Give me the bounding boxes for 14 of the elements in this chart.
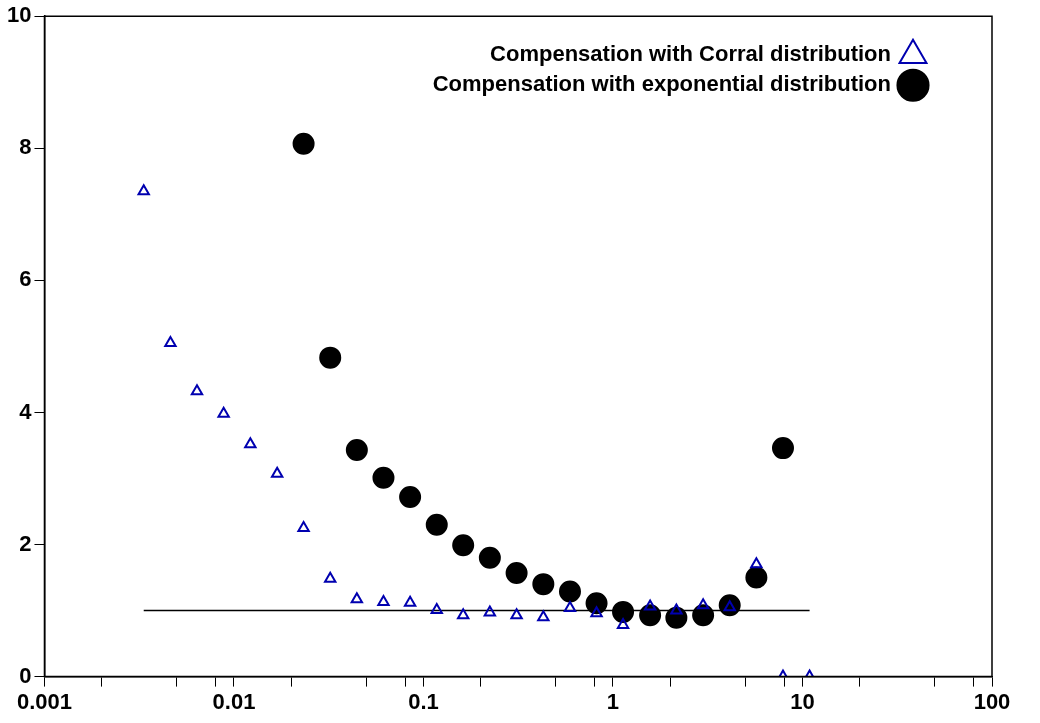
x-tick-label: 1 — [606, 688, 620, 714]
legend-label: Compensation with exponential distribution — [432, 71, 891, 97]
y-tick-label: 10 — [6, 2, 32, 28]
y-tick-label: 6 — [19, 266, 32, 292]
x-tick-label: 100 — [973, 688, 1011, 714]
y-tick-label: 2 — [19, 530, 32, 556]
y-tick-label: 8 — [19, 134, 32, 160]
y-tick-label: 4 — [19, 398, 33, 424]
x-tick-label: 0.1 — [408, 688, 439, 714]
x-tick-label: 0.001 — [16, 688, 72, 714]
x-tick-label: 0.01 — [212, 688, 256, 714]
legend-label: Compensation with Corral distribution — [490, 41, 891, 67]
y-tick-label: 0 — [19, 662, 32, 688]
x-tick-label: 10 — [790, 688, 815, 714]
